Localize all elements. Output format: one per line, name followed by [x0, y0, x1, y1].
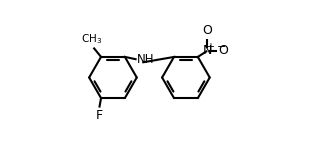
- Text: CH$_3$: CH$_3$: [81, 32, 102, 46]
- Text: F: F: [96, 109, 103, 122]
- Text: O: O: [219, 44, 228, 57]
- Text: −: −: [217, 42, 226, 52]
- Text: +: +: [206, 42, 214, 52]
- Text: O: O: [202, 24, 212, 37]
- Text: NH: NH: [137, 53, 154, 66]
- Text: N: N: [202, 44, 212, 57]
